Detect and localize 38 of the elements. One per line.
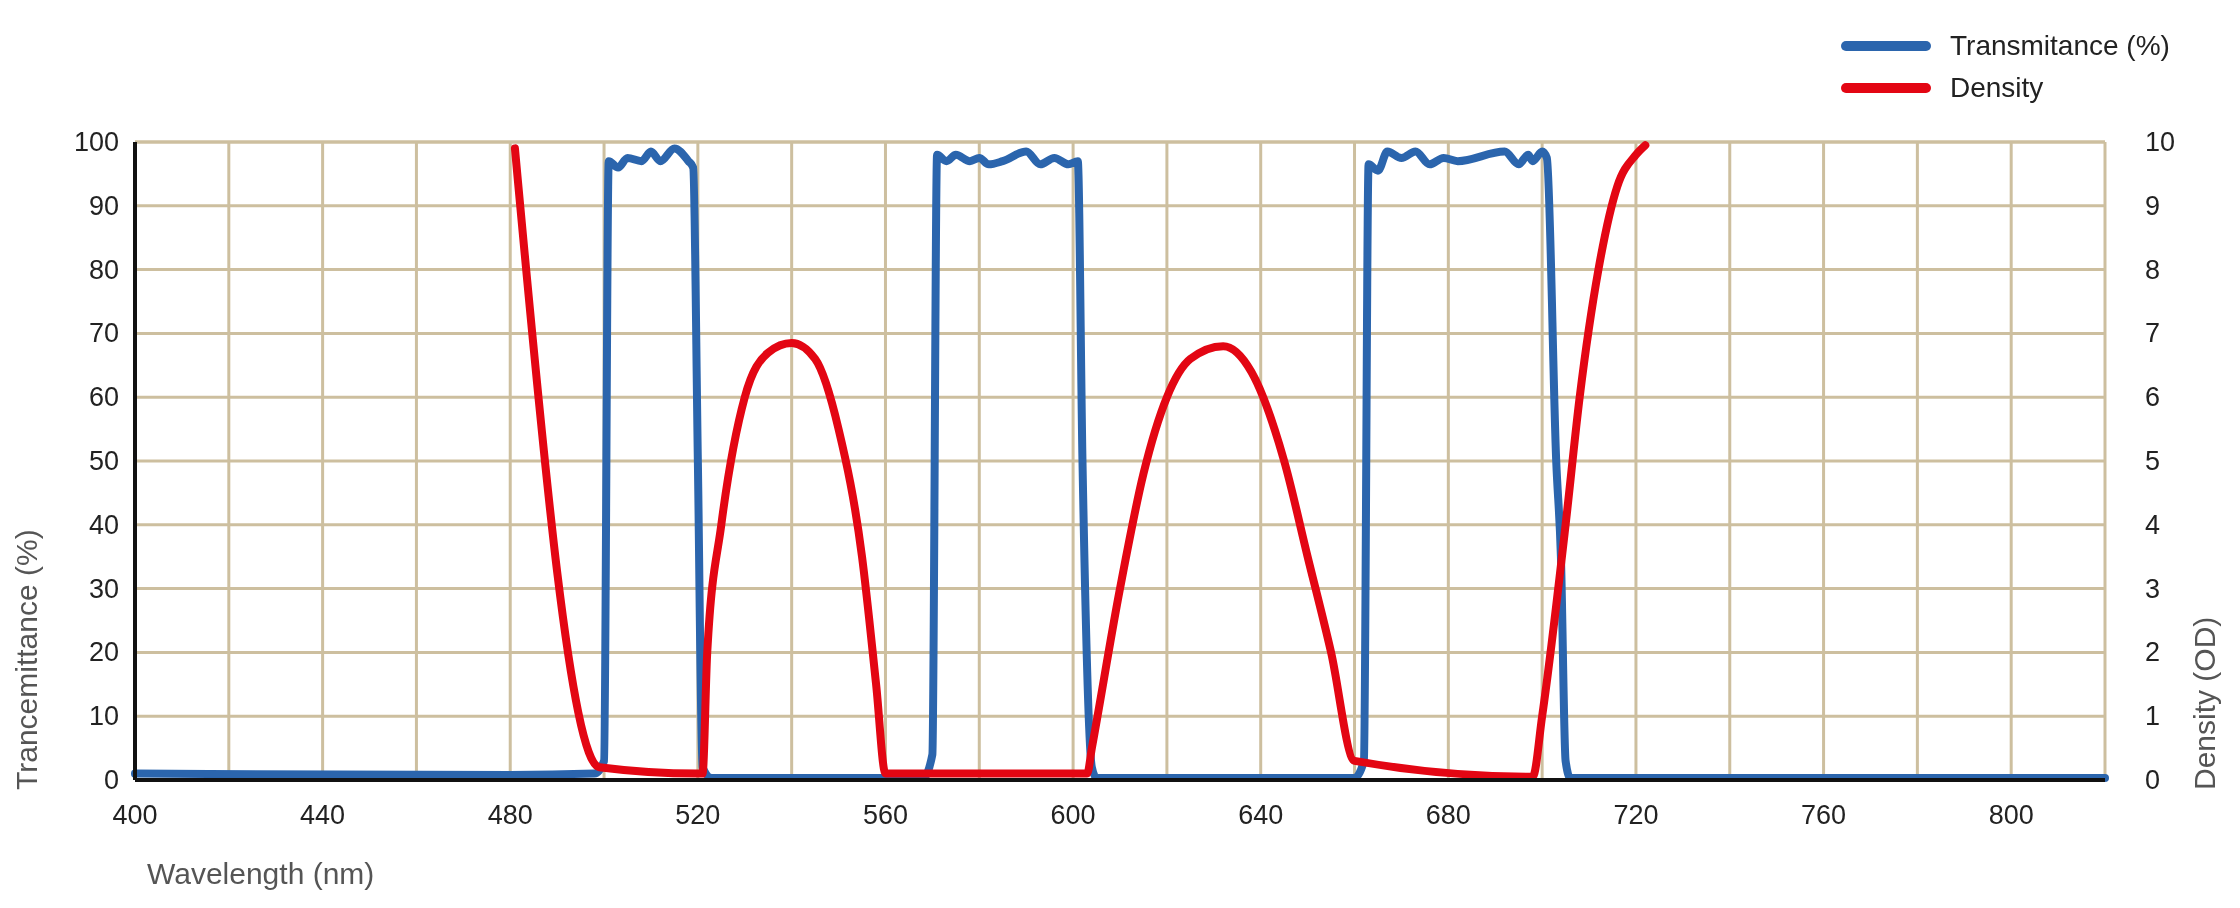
y2-tick-label: 4 bbox=[2145, 509, 2161, 540]
x-tick-label: 400 bbox=[112, 800, 158, 830]
y-axis-title: Trancemittance (%) bbox=[10, 529, 43, 790]
y-tick-label: 20 bbox=[88, 637, 119, 668]
y-tick-label: 0 bbox=[103, 765, 119, 795]
y-tick-label: 80 bbox=[88, 254, 119, 285]
x-tick-label: 720 bbox=[1613, 800, 1659, 830]
x-tick-label: 560 bbox=[862, 800, 909, 830]
y2-tick-label: 1 bbox=[2145, 701, 2161, 732]
x-tick-label: 800 bbox=[1988, 800, 2034, 830]
legend-label: Transmitance (%) bbox=[1950, 30, 2170, 61]
y-tick-label: 60 bbox=[88, 382, 119, 413]
legend-label: Density bbox=[1950, 72, 2044, 103]
x-tick-label: 520 bbox=[675, 800, 721, 830]
y2-tick-label: 10 bbox=[2145, 127, 2176, 157]
y-tick-label: 10 bbox=[88, 701, 119, 732]
x-tick-label: 600 bbox=[1050, 800, 1096, 830]
y-tick-label: 40 bbox=[88, 509, 119, 540]
y-tick-label: 70 bbox=[88, 318, 119, 349]
y-tick-label: 100 bbox=[73, 127, 119, 157]
y2-tick-label: 9 bbox=[2145, 190, 2161, 221]
y2-axis-title: Density (OD) bbox=[2188, 616, 2221, 790]
x-tick-label: 440 bbox=[300, 800, 346, 830]
x-tick-label: 640 bbox=[1238, 800, 1284, 830]
y2-tick-label: 2 bbox=[2145, 637, 2161, 668]
y-tick-label: 90 bbox=[88, 190, 119, 221]
y2-tick-label: 3 bbox=[2145, 573, 2161, 604]
x-tick-label: 760 bbox=[1801, 800, 1847, 830]
y2-tick-label: 6 bbox=[2145, 382, 2161, 413]
x-axis-title: Wavelength (nm) bbox=[147, 857, 375, 890]
y2-tick-label: 8 bbox=[2145, 254, 2161, 285]
y-tick-label: 30 bbox=[88, 573, 119, 604]
y2-tick-label: 5 bbox=[2145, 446, 2161, 476]
x-tick-label: 480 bbox=[487, 800, 533, 830]
y2-tick-label: 7 bbox=[2145, 318, 2161, 349]
y-tick-label: 50 bbox=[88, 446, 119, 476]
y2-tick-label: 0 bbox=[2145, 765, 2161, 795]
x-tick-label: 680 bbox=[1425, 800, 1471, 830]
